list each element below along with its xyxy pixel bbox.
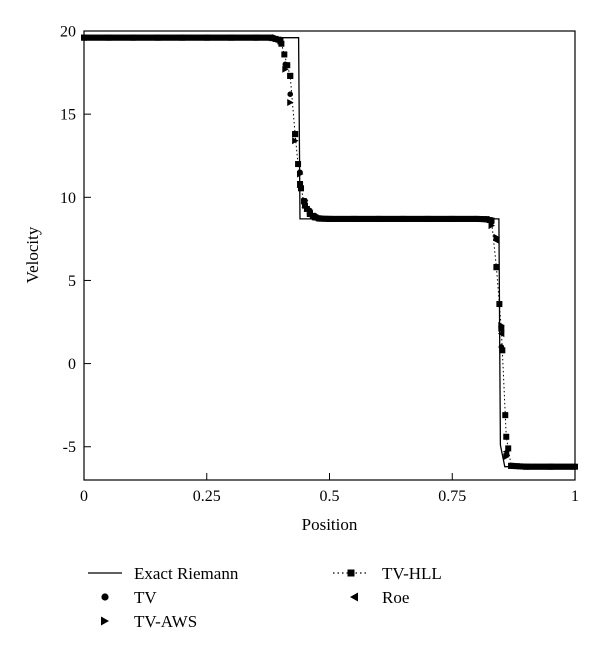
marker-tv-aws <box>488 222 496 230</box>
x-tick-label: 1 <box>571 488 579 505</box>
marker-tv-aws <box>311 212 319 220</box>
marker-tv-aws <box>503 453 510 461</box>
y-axis-label: Velocity <box>23 226 42 283</box>
marker-roe <box>497 330 505 338</box>
x-axis-label: Position <box>302 515 358 534</box>
plot-area <box>81 30 578 481</box>
marker-tv-hll <box>502 412 509 419</box>
marker-tv <box>287 91 294 97</box>
y-tick-label: 0 <box>68 356 76 373</box>
y-tick-label: 20 <box>60 24 76 41</box>
marker-tv <box>316 215 323 221</box>
series-layer <box>81 34 578 470</box>
legend-swatch-tv <box>101 593 109 601</box>
legend: Exact Riemann TV TV-AWS TV-HLL Roe <box>88 564 442 631</box>
marker-tv-hll <box>498 325 505 332</box>
marker-tv-aws <box>272 34 279 42</box>
marker-tv <box>267 34 274 41</box>
marker-tv-aws <box>301 197 309 205</box>
marker-tv-aws <box>493 233 500 241</box>
x-tick-label: 0 <box>80 488 88 505</box>
marker-tv-hll <box>295 161 302 168</box>
marker-tv-hll <box>505 445 512 452</box>
marker-roe <box>296 183 304 191</box>
marker-tv <box>498 344 505 350</box>
marker-tv-hll <box>503 433 510 440</box>
marker-tv-aws <box>287 99 294 107</box>
marker-tv-aws <box>277 37 284 45</box>
marker-tv-aws <box>297 170 304 178</box>
marker-tv <box>508 463 514 469</box>
y-tick-label: 10 <box>60 190 76 207</box>
legend-swatch-tv-aws <box>101 616 109 626</box>
marker-tv-hll <box>499 347 506 354</box>
marker-tv <box>292 131 298 137</box>
plot-frame <box>83 30 576 481</box>
marker-tv-aws <box>498 321 505 329</box>
x-tick-label: 0.25 <box>193 488 221 505</box>
legend-label-tv: TV <box>134 588 157 607</box>
legend-label-tv-hll: TV-HLL <box>382 564 442 583</box>
axis-ticks: 0 0.25 0.5 0.75 1 20 15 10 5 0 -5 <box>60 24 579 506</box>
marker-tv-hll <box>287 72 294 79</box>
legend-swatch-roe <box>350 592 358 602</box>
legend-label-exact-riemann: Exact Riemann <box>134 564 239 583</box>
marker-tv-aws <box>282 65 289 73</box>
marker-roe <box>502 448 510 456</box>
marker-tv <box>282 61 289 68</box>
marker-tv-hll <box>281 51 288 58</box>
legend-label-tv-aws: TV-AWS <box>134 612 197 631</box>
marker-tv-aws <box>292 137 299 145</box>
series-line-tv-hll <box>84 37 575 468</box>
y-tick-label: -5 <box>63 439 76 456</box>
marker-roe <box>301 203 308 211</box>
marker-tv-hll <box>493 264 500 271</box>
legend-label-roe: Roe <box>382 588 409 607</box>
marker-roe <box>306 210 313 218</box>
x-tick-label: 0.5 <box>320 488 340 505</box>
y-tick-label: 5 <box>68 273 76 290</box>
marker-tv-aws <box>306 207 314 215</box>
marker-roe <box>492 237 500 245</box>
x-tick-label: 0.75 <box>438 488 466 505</box>
legend-swatch-tv-hll-marker <box>347 569 355 577</box>
series-line-exact-riemann <box>84 37 575 468</box>
y-tick-label: 15 <box>60 107 76 124</box>
